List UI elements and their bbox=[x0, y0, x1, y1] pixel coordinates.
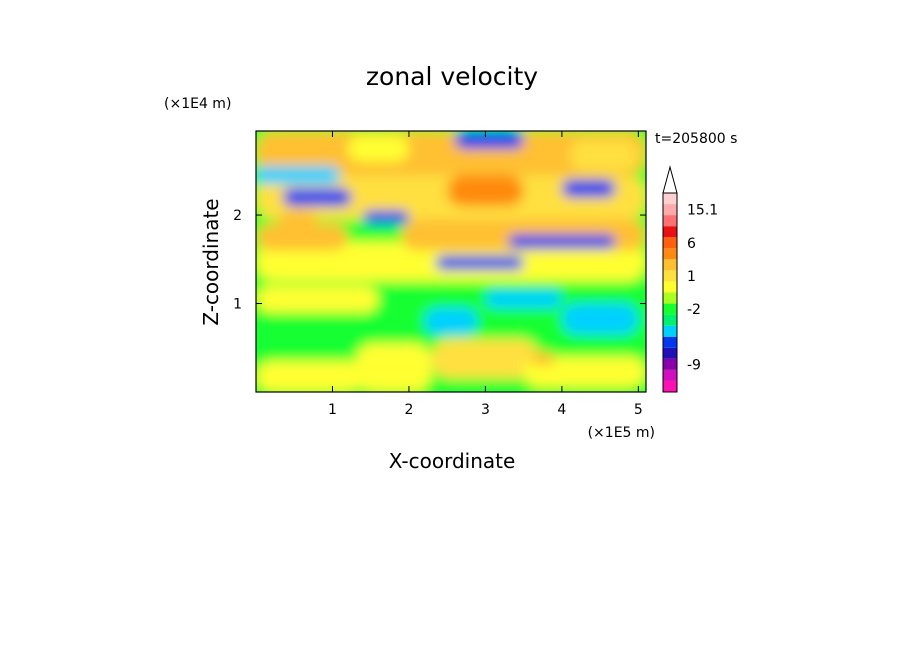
colorbar-label: -2 bbox=[687, 302, 701, 318]
x-tick-label: 2 bbox=[404, 402, 413, 418]
colorbar-bin bbox=[663, 314, 677, 326]
colorbar: 15.1 6 1 -2 -9 bbox=[662, 165, 718, 393]
x-multiplier-label: (×1E5 m) bbox=[588, 425, 655, 441]
field-region bbox=[278, 210, 318, 233]
colorbar-bin bbox=[663, 281, 677, 293]
field-region bbox=[355, 343, 432, 392]
colorbar-bin bbox=[663, 215, 677, 227]
field-region bbox=[431, 338, 539, 379]
field-region bbox=[485, 290, 562, 308]
velocity-field bbox=[256, 131, 646, 392]
field-region bbox=[256, 223, 348, 251]
colorbar-bin bbox=[663, 292, 677, 304]
field-region bbox=[508, 234, 616, 249]
colorbar-bin bbox=[663, 369, 677, 381]
colorbar-bin bbox=[663, 259, 677, 271]
colorbar-bin bbox=[663, 226, 677, 238]
colorbar-bin bbox=[663, 336, 677, 348]
plot-frame bbox=[255, 130, 647, 393]
field-region bbox=[282, 188, 352, 207]
field-region bbox=[256, 285, 379, 313]
field-region bbox=[256, 166, 341, 185]
field-region bbox=[561, 179, 616, 198]
colorbar-bin bbox=[663, 237, 677, 249]
field-region bbox=[523, 356, 646, 388]
colorbar-bin bbox=[663, 380, 677, 392]
y-axis: 12 bbox=[233, 208, 646, 313]
y-multiplier-label: (×1E4 m) bbox=[164, 96, 231, 112]
x-tick-label: 5 bbox=[634, 402, 643, 418]
field-region bbox=[347, 135, 409, 162]
colorbar-bin bbox=[663, 193, 677, 205]
field-region bbox=[447, 175, 524, 207]
colorbar-bin bbox=[663, 270, 677, 282]
chart-title: zonal velocity bbox=[366, 62, 538, 91]
field-region bbox=[363, 210, 409, 224]
y-tick-label: 1 bbox=[233, 297, 242, 313]
time-label: t=205800 s bbox=[655, 131, 737, 147]
colorbar-label: 1 bbox=[687, 269, 696, 285]
field-region bbox=[424, 307, 478, 335]
colorbar-label: 6 bbox=[687, 236, 696, 252]
colorbar-bin bbox=[663, 248, 677, 260]
colorbar-bin bbox=[663, 204, 677, 216]
x-axis-label: X-coordinate bbox=[389, 449, 516, 473]
field-region bbox=[435, 255, 524, 270]
colorbar-bin bbox=[663, 303, 677, 315]
colorbar-bin bbox=[663, 347, 677, 359]
field-region bbox=[454, 131, 524, 149]
field-region bbox=[531, 352, 555, 366]
x-axis: 1 2 3 4 5 bbox=[328, 131, 643, 418]
field-region bbox=[569, 139, 639, 171]
colorbar-overflow-arrow bbox=[662, 165, 678, 194]
colorbar-label: -9 bbox=[687, 357, 701, 373]
colorbar-bin bbox=[663, 358, 677, 370]
x-tick-label: 1 bbox=[328, 402, 337, 418]
field-region bbox=[561, 303, 639, 335]
x-tick-label: 4 bbox=[557, 402, 566, 418]
colorbar-label: 15.1 bbox=[687, 203, 718, 219]
y-axis-label: Z-coordinate bbox=[199, 198, 223, 325]
field-region bbox=[256, 361, 364, 392]
x-tick-label: 3 bbox=[481, 402, 490, 418]
colorbar-bin bbox=[663, 325, 677, 337]
y-tick-label: 2 bbox=[233, 208, 242, 224]
